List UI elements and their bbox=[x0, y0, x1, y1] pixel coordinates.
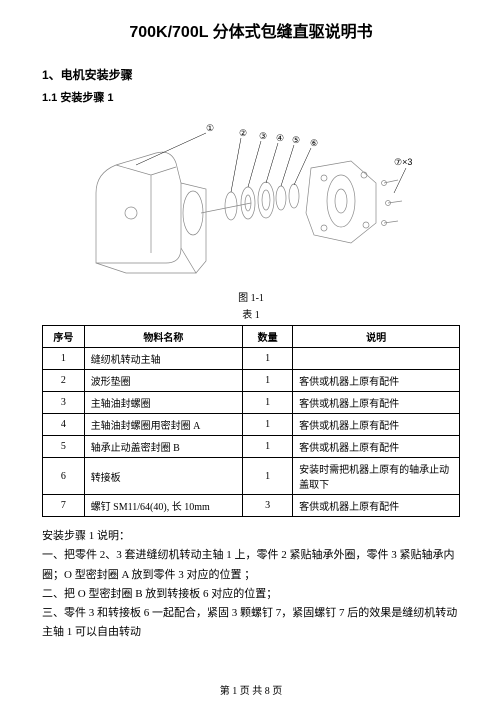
instruction-line-1: 一、把零件 2、3 套进缝纫机转动主轴 1 上，零件 2 紧贴轴承外圈，零件 3… bbox=[42, 546, 460, 585]
callout-3: ③ bbox=[259, 131, 267, 141]
cell-name: 轴承止动盖密封圈 B bbox=[84, 436, 242, 458]
cell-note: 客供或机器上原有配件 bbox=[293, 392, 460, 414]
table-row: 2 波形垫圈 1 客供或机器上原有配件 bbox=[43, 370, 460, 392]
cell-qty: 1 bbox=[243, 392, 293, 414]
th-idx: 序号 bbox=[43, 326, 85, 348]
cell-qty: 1 bbox=[243, 348, 293, 370]
table-row: 3 主轴油封螺圈 1 客供或机器上原有配件 bbox=[43, 392, 460, 414]
cell-name: 波形垫圈 bbox=[84, 370, 242, 392]
cell-qty: 1 bbox=[243, 458, 293, 495]
callout-5: ⑤ bbox=[292, 135, 300, 145]
cell-qty: 3 bbox=[243, 495, 293, 517]
cell-idx: 3 bbox=[43, 392, 85, 414]
callout-6: ⑥ bbox=[310, 138, 318, 148]
instructions-label: 安装步骤 1 说明： bbox=[42, 527, 460, 546]
section-1-heading: 1、电机安装步骤 bbox=[42, 66, 460, 83]
page-title: 700K/700L 分体式包缝直驱说明书 bbox=[42, 18, 460, 42]
cell-idx: 5 bbox=[43, 436, 85, 458]
table-row: 5 轴承止动盖密封圈 B 1 客供或机器上原有配件 bbox=[43, 436, 460, 458]
callout-1: ① bbox=[206, 123, 214, 133]
cell-name: 主轴油封螺圈 bbox=[84, 392, 242, 414]
cell-note: 客供或机器上原有配件 bbox=[293, 495, 460, 517]
page-footer: 第 1 页 共 8 页 bbox=[0, 682, 502, 697]
cell-note bbox=[293, 348, 460, 370]
cell-idx: 4 bbox=[43, 414, 85, 436]
cell-qty: 1 bbox=[243, 414, 293, 436]
cell-name: 缝纫机转动主轴 bbox=[84, 348, 242, 370]
callout-7: ⑦×3 bbox=[394, 157, 412, 167]
table-caption: 表 1 bbox=[42, 306, 460, 321]
figure-1-1: ① ② ③ ④ ⑤ ⑥ ⑦×3 bbox=[76, 113, 426, 283]
cell-name: 转接板 bbox=[84, 458, 242, 495]
cell-note: 客供或机器上原有配件 bbox=[293, 414, 460, 436]
instruction-line-2: 二、把 O 型密封圈 B 放到转接板 6 对应的位置； bbox=[42, 585, 460, 604]
cell-idx: 7 bbox=[43, 495, 85, 517]
cell-name: 主轴油封螺圈用密封圈 A bbox=[84, 414, 242, 436]
table-row: 4 主轴油封螺圈用密封圈 A 1 客供或机器上原有配件 bbox=[43, 414, 460, 436]
table-row: 6 转接板 1 安装时需把机器上原有的轴承止动盖取下 bbox=[43, 458, 460, 495]
callout-2: ② bbox=[239, 128, 247, 138]
table-row: 1 缝纫机转动主轴 1 bbox=[43, 348, 460, 370]
cell-idx: 6 bbox=[43, 458, 85, 495]
instruction-line-3: 三、零件 3 和转接板 6 一起配合，紧固 3 颗螺钉 7，紧固螺钉 7 后的效… bbox=[42, 604, 460, 643]
th-note: 说明 bbox=[293, 326, 460, 348]
figure-caption: 图 1-1 bbox=[42, 289, 460, 304]
cell-note: 客供或机器上原有配件 bbox=[293, 436, 460, 458]
th-qty: 数量 bbox=[243, 326, 293, 348]
parts-table: 序号 物料名称 数量 说明 1 缝纫机转动主轴 1 2 波形垫圈 1 客供或机器… bbox=[42, 325, 460, 517]
cell-name: 螺钉 SM11/64(40), 长 10mm bbox=[84, 495, 242, 517]
th-name: 物料名称 bbox=[84, 326, 242, 348]
section-1-1-heading: 1.1 安装步骤 1 bbox=[42, 89, 460, 105]
callout-4: ④ bbox=[276, 133, 284, 143]
cell-note: 安装时需把机器上原有的轴承止动盖取下 bbox=[293, 458, 460, 495]
table-row: 7 螺钉 SM11/64(40), 长 10mm 3 客供或机器上原有配件 bbox=[43, 495, 460, 517]
cell-note: 客供或机器上原有配件 bbox=[293, 370, 460, 392]
cell-qty: 1 bbox=[243, 370, 293, 392]
cell-idx: 1 bbox=[43, 348, 85, 370]
cell-qty: 1 bbox=[243, 436, 293, 458]
instructions-block: 安装步骤 1 说明： 一、把零件 2、3 套进缝纫机转动主轴 1 上，零件 2 … bbox=[42, 527, 460, 643]
table-header-row: 序号 物料名称 数量 说明 bbox=[43, 326, 460, 348]
cell-idx: 2 bbox=[43, 370, 85, 392]
